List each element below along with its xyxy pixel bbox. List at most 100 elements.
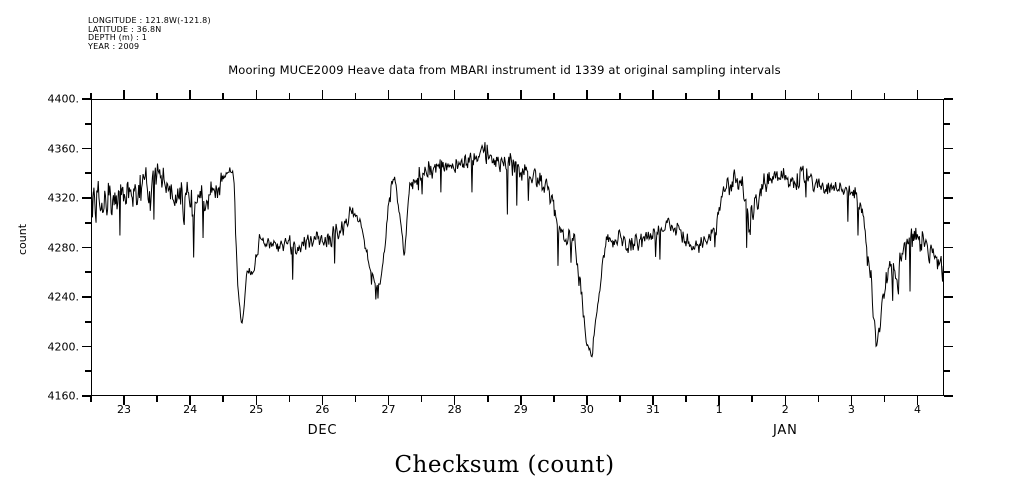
- y-axis-minor-tick: [85, 320, 91, 323]
- metadata-latitude: LATITUDE : 36.8N: [88, 24, 162, 34]
- x-axis-major-tick: [520, 396, 522, 405]
- x-axis-major-tick: [321, 396, 324, 405]
- x-axis-major-tick: [850, 396, 853, 405]
- x-axis-tick-label: 27: [381, 403, 396, 416]
- x-axis-major-tick: [784, 396, 787, 405]
- x-axis-minor-tick: [90, 396, 92, 402]
- y-axis-minor-tick: [944, 122, 950, 125]
- x-axis-minor-tick: [817, 93, 820, 99]
- x-axis-minor-tick: [420, 93, 423, 99]
- y-axis-major-tick: [82, 197, 91, 199]
- x-axis-tick-label: 4: [914, 403, 922, 416]
- x-axis-minor-tick: [222, 396, 225, 402]
- x-axis-major-tick: [387, 396, 390, 405]
- x-axis-minor-tick: [354, 93, 357, 99]
- x-axis-major-tick: [520, 90, 522, 99]
- y-axis-minor-tick: [85, 271, 91, 274]
- y-axis-minor-tick: [944, 221, 950, 224]
- x-axis-major-tick: [123, 396, 125, 405]
- x-axis-major-tick: [718, 90, 720, 99]
- x-axis-minor-tick: [751, 396, 754, 402]
- y-axis-minor-tick: [85, 122, 91, 125]
- station-metadata: LONGITUDE : 121.8W(-121.8) LATITUDE : 36…: [88, 16, 211, 51]
- x-axis-major-tick: [586, 90, 588, 99]
- x-axis-tick-label: 28: [447, 403, 462, 416]
- y-axis-major-tick: [944, 147, 953, 150]
- y-axis-tick-label: 4160.: [47, 389, 80, 403]
- y-axis-major-tick: [82, 296, 91, 298]
- x-axis-month-label: DEC: [307, 423, 338, 438]
- x-axis-tick-label: 3: [847, 403, 855, 416]
- y-axis-tick-label: 4400.: [47, 92, 80, 106]
- x-axis-major-tick: [652, 396, 654, 405]
- x-axis-major-tick: [652, 90, 654, 99]
- x-axis-minor-tick: [685, 396, 687, 402]
- x-axis-major-tick: [850, 90, 853, 99]
- x-axis-minor-tick: [90, 93, 92, 99]
- x-axis-tick-label: 31: [646, 403, 661, 416]
- x-axis-minor-tick: [685, 93, 687, 99]
- x-axis-minor-tick: [751, 93, 754, 99]
- y-axis-major-tick: [82, 395, 91, 397]
- x-axis-minor-tick: [553, 93, 555, 99]
- x-axis-major-tick: [189, 396, 191, 405]
- y-axis-tick-label: 4200.: [47, 340, 80, 353]
- x-axis-minor-tick: [486, 396, 489, 402]
- x-axis-major-tick: [123, 90, 125, 99]
- x-axis-tick-label: 23: [117, 403, 132, 416]
- y-axis-minor-tick: [85, 172, 91, 175]
- x-axis-major-tick: [189, 90, 191, 99]
- x-axis-major-tick: [916, 90, 919, 99]
- x-axis-major-tick: [916, 396, 919, 405]
- y-axis-minor-tick: [944, 172, 950, 175]
- y-axis-tick-label: 4280.: [47, 241, 80, 254]
- x-axis-title: Checksum (count): [394, 452, 615, 478]
- x-axis-minor-tick: [883, 93, 886, 99]
- chart-title: Mooring MUCE2009 Heave data from MBARI i…: [228, 63, 781, 77]
- x-axis-month-label: JAN: [772, 423, 798, 438]
- x-axis-minor-tick: [222, 93, 225, 99]
- x-axis-major-tick: [586, 396, 588, 405]
- y-axis-major-tick: [82, 98, 91, 100]
- y-axis-major-tick: [82, 345, 91, 348]
- metadata-year: YEAR : 2009: [88, 41, 140, 51]
- x-axis-minor-tick: [883, 396, 886, 402]
- x-axis-minor-tick: [420, 396, 423, 402]
- y-axis-minor-tick: [944, 320, 950, 323]
- y-axis-major-tick: [944, 345, 953, 348]
- x-axis-major-tick: [321, 90, 324, 99]
- x-axis-minor-tick: [619, 93, 621, 99]
- y-axis-minor-tick: [85, 370, 91, 373]
- x-axis-major-tick: [255, 396, 258, 405]
- metadata-depth: DEPTH (m) : 1: [88, 33, 147, 43]
- x-axis-major-tick: [718, 396, 720, 405]
- x-axis-minor-tick: [553, 396, 555, 402]
- y-axis-major-tick: [944, 98, 953, 100]
- x-axis-tick-label: 30: [579, 403, 594, 416]
- y-axis-tick-label: 4320.: [47, 191, 80, 205]
- x-axis-major-tick: [784, 90, 787, 99]
- x-axis-tick-label: 2: [781, 403, 789, 416]
- y-axis-major-tick: [944, 246, 953, 249]
- y-axis-minor-tick: [85, 221, 91, 224]
- x-axis-minor-tick: [619, 396, 621, 402]
- x-axis-major-tick: [453, 90, 456, 99]
- y-axis-major-tick: [944, 296, 953, 298]
- x-axis-minor-tick: [817, 396, 820, 402]
- x-axis-tick-label: 1: [715, 403, 723, 416]
- x-axis-tick-label: 24: [183, 403, 198, 416]
- y-axis-minor-tick: [944, 370, 950, 373]
- data-series-line: [91, 99, 944, 396]
- metadata-longitude: LONGITUDE : 121.8W(-121.8): [88, 16, 211, 25]
- x-axis-minor-tick: [156, 396, 158, 402]
- x-axis-minor-tick: [288, 93, 291, 99]
- x-axis-tick-label: 25: [249, 403, 264, 416]
- x-axis-major-tick: [387, 90, 390, 99]
- x-axis-major-tick: [255, 90, 258, 99]
- y-axis-major-tick: [82, 246, 91, 249]
- y-axis-minor-tick: [944, 271, 950, 274]
- x-axis-minor-tick: [354, 396, 357, 402]
- plot-area: 4160. 4200. 4240. 4280. 4320. 4360. 4400. 23 24 2…: [48, 90, 953, 438]
- y-axis-title: count: [16, 223, 29, 255]
- x-axis-minor-tick: [486, 93, 489, 99]
